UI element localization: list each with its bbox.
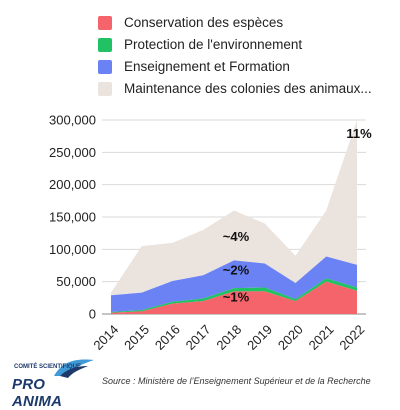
x-tick-label: 2017 — [183, 322, 214, 353]
legend-item: Maintenance des colonies des animaux... — [98, 78, 396, 100]
x-tick-label: 2015 — [121, 322, 152, 353]
annotation-label: ~2% — [223, 263, 250, 278]
x-tick-label: 2020 — [275, 322, 306, 353]
area-protection — [111, 278, 357, 313]
y-tick-label: 200,000 — [49, 177, 96, 192]
annotation-label: ~1% — [223, 290, 250, 305]
y-tick-label: 100,000 — [49, 242, 96, 257]
legend-label: Enseignement et Formation — [124, 59, 290, 74]
legend-swatch — [98, 82, 112, 96]
annotation-label: ~4% — [223, 229, 250, 244]
y-tick-label: 0 — [89, 307, 96, 322]
x-tick-label: 2018 — [213, 322, 244, 353]
bird-logo-icon — [54, 359, 94, 378]
x-tick-label: 2019 — [244, 322, 275, 353]
stacked-area-chart: 0 50,000 100,000 150,000 200,000 250,000 300,0… — [49, 113, 372, 353]
y-tick-label: 150,000 — [49, 210, 96, 225]
y-tick-label: 250,000 — [49, 145, 96, 160]
legend-item: Protection de l'environnement — [98, 34, 396, 56]
y-tick-label: 50,000 — [56, 274, 96, 289]
legend-label: Protection de l'environnement — [124, 37, 303, 52]
logo-subtitle: COMITÉ SCIENTIFIQUE — [14, 364, 82, 370]
x-tick-label: 2014 — [90, 322, 121, 353]
pro-anima-logo: COMITÉ SCIENTIFIQUE PRO ANIMA — [8, 356, 98, 410]
legend-swatch — [98, 16, 112, 30]
area-maintenance — [111, 120, 357, 296]
legend: Conservation des espèces Protection de l'… — [98, 12, 396, 100]
legend-swatch — [98, 60, 112, 74]
legend-label: Conservation des espèces — [124, 15, 284, 30]
y-tick-label: 300,000 — [49, 113, 96, 128]
legend-item: Conservation des espèces — [98, 12, 396, 34]
legend-item: Enseignement et Formation — [98, 56, 396, 78]
x-tick-label: 2021 — [306, 322, 337, 353]
annotation-label: 11% — [346, 126, 372, 141]
source-note: Source : Ministère de l’Enseignement Sup… — [102, 376, 371, 386]
legend-swatch — [98, 38, 112, 52]
legend-label: Maintenance des colonies des animaux... — [124, 81, 372, 96]
area-conservation — [111, 281, 357, 314]
area-enseignement — [111, 256, 357, 313]
logo-title: PRO ANIMA — [12, 376, 63, 410]
x-tick-label: 2016 — [152, 322, 183, 353]
x-tick-label: 2022 — [336, 322, 367, 353]
